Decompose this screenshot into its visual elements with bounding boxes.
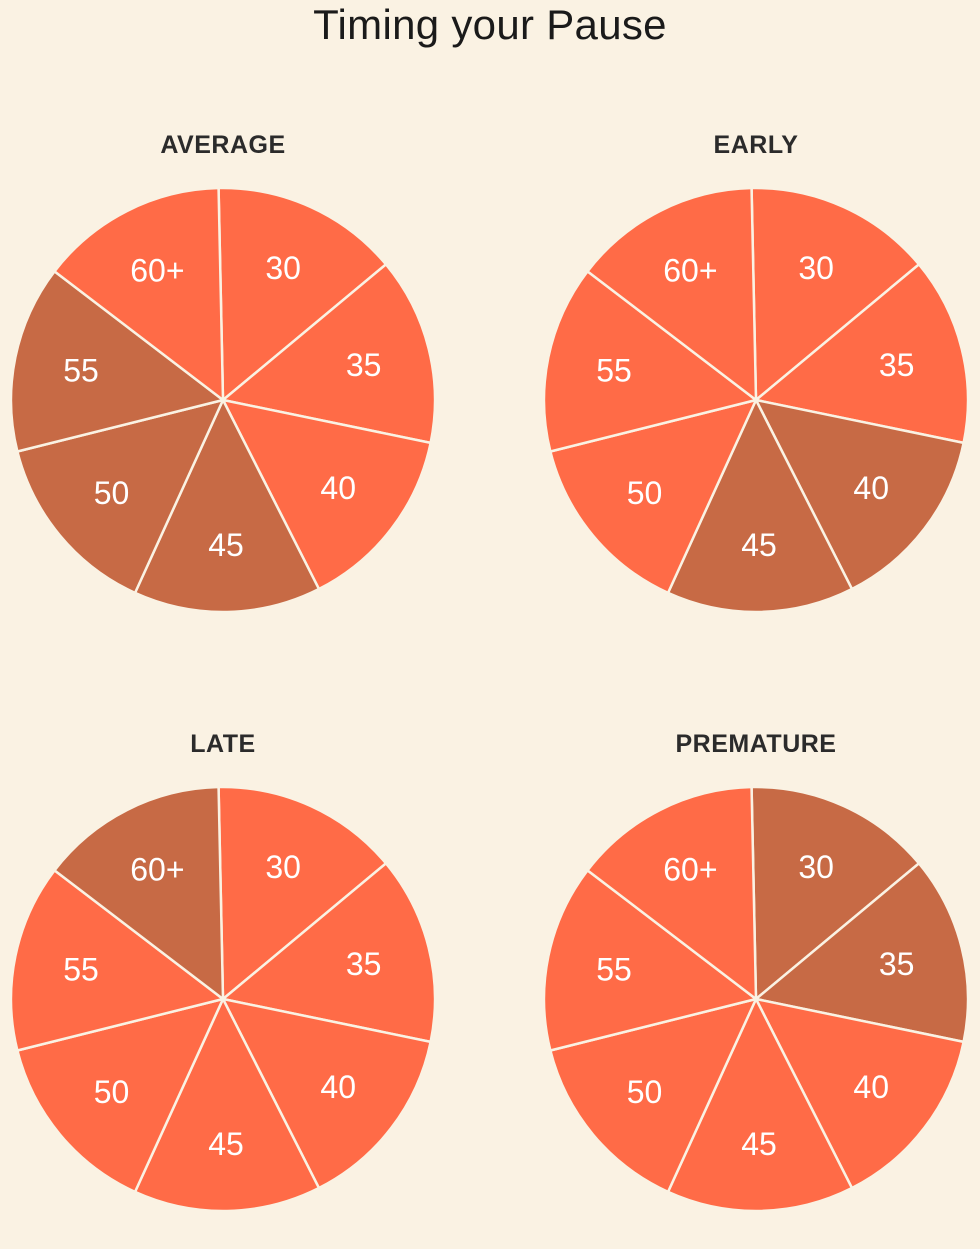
pie-slice-50 — [549, 997, 758, 1194]
pie-chart-premature: PREMATURE 30 35 40 45 50 55 60+ — [536, 729, 976, 1249]
slice-label: 45 — [208, 1126, 244, 1162]
pie-chart-early: EARLY 30 35 40 45 50 55 60+ — [536, 130, 976, 650]
pie-slice-45 — [133, 398, 321, 614]
pie-slice-60-plus — [586, 186, 758, 402]
pie-slice-60-plus — [53, 186, 225, 402]
pie-slice-30 — [217, 186, 388, 402]
slice-label: 45 — [741, 527, 777, 563]
pie-slice-45 — [666, 398, 854, 614]
pie-slice-55 — [542, 270, 758, 453]
pie-chart-late: LATE 30 35 40 45 50 55 60+ — [3, 729, 443, 1249]
chart-title: AVERAGE — [160, 131, 286, 159]
slice-label: 35 — [879, 347, 915, 383]
slice-label: 55 — [596, 353, 632, 389]
slice-label: 60+ — [130, 852, 184, 888]
pie-slice-30 — [750, 186, 921, 402]
pie-slice-35 — [754, 263, 970, 445]
pie: 30 35 40 45 50 55 60+ — [9, 785, 437, 1213]
page-title: Timing your Pause — [313, 1, 667, 48]
pie-slice-30 — [750, 785, 921, 1001]
pie-slice-40 — [221, 398, 432, 591]
slice-label: 30 — [265, 250, 301, 286]
pie: 30 35 40 45 50 55 60+ — [9, 186, 437, 614]
slice-label: 60+ — [663, 253, 717, 289]
pie-slice-35 — [221, 263, 437, 445]
pie-slice-55 — [542, 869, 758, 1052]
slice-label: 35 — [879, 946, 915, 982]
pie-slice-60-plus — [586, 785, 758, 1001]
pie-slice-45 — [133, 997, 321, 1213]
chart-title: LATE — [190, 730, 256, 758]
pie-slice-50 — [16, 997, 225, 1194]
pie-slice-45 — [666, 997, 854, 1213]
pie: 30 35 40 45 50 55 60+ — [542, 186, 970, 614]
slice-label: 50 — [627, 475, 663, 511]
slice-label: 45 — [741, 1126, 777, 1162]
slice-label: 35 — [346, 946, 382, 982]
slice-label: 40 — [320, 470, 356, 506]
chart-title: EARLY — [713, 131, 799, 159]
pie-chart-average: AVERAGE 30 35 40 45 50 55 60+ — [3, 130, 443, 650]
slice-label: 30 — [798, 250, 834, 286]
pie-slice-55 — [9, 270, 225, 453]
slice-label: 40 — [320, 1069, 356, 1105]
slice-label: 35 — [346, 347, 382, 383]
slice-label: 40 — [853, 470, 889, 506]
pie-slice-50 — [549, 398, 758, 595]
slice-label: 50 — [627, 1074, 663, 1110]
pie-slice-35 — [221, 862, 437, 1044]
slice-label: 50 — [94, 475, 130, 511]
pie-slice-40 — [221, 997, 432, 1190]
slice-label: 30 — [798, 849, 834, 885]
pie-slice-40 — [754, 398, 965, 591]
pie-slice-30 — [217, 785, 388, 1001]
slice-label: 45 — [208, 527, 244, 563]
slice-label: 60+ — [663, 852, 717, 888]
slice-label: 50 — [94, 1074, 130, 1110]
slice-label: 40 — [853, 1069, 889, 1105]
pie-slice-40 — [754, 997, 965, 1190]
pie-slice-50 — [16, 398, 225, 595]
slice-label: 55 — [63, 952, 99, 988]
pie-slice-35 — [754, 862, 970, 1044]
slice-label: 55 — [596, 952, 632, 988]
pie: 30 35 40 45 50 55 60+ — [542, 785, 970, 1213]
pie-slice-60-plus — [53, 785, 225, 1001]
slice-label: 55 — [63, 353, 99, 389]
slice-label: 60+ — [130, 253, 184, 289]
slice-label: 30 — [265, 849, 301, 885]
chart-title: PREMATURE — [675, 730, 837, 758]
pie-slice-55 — [9, 869, 225, 1052]
